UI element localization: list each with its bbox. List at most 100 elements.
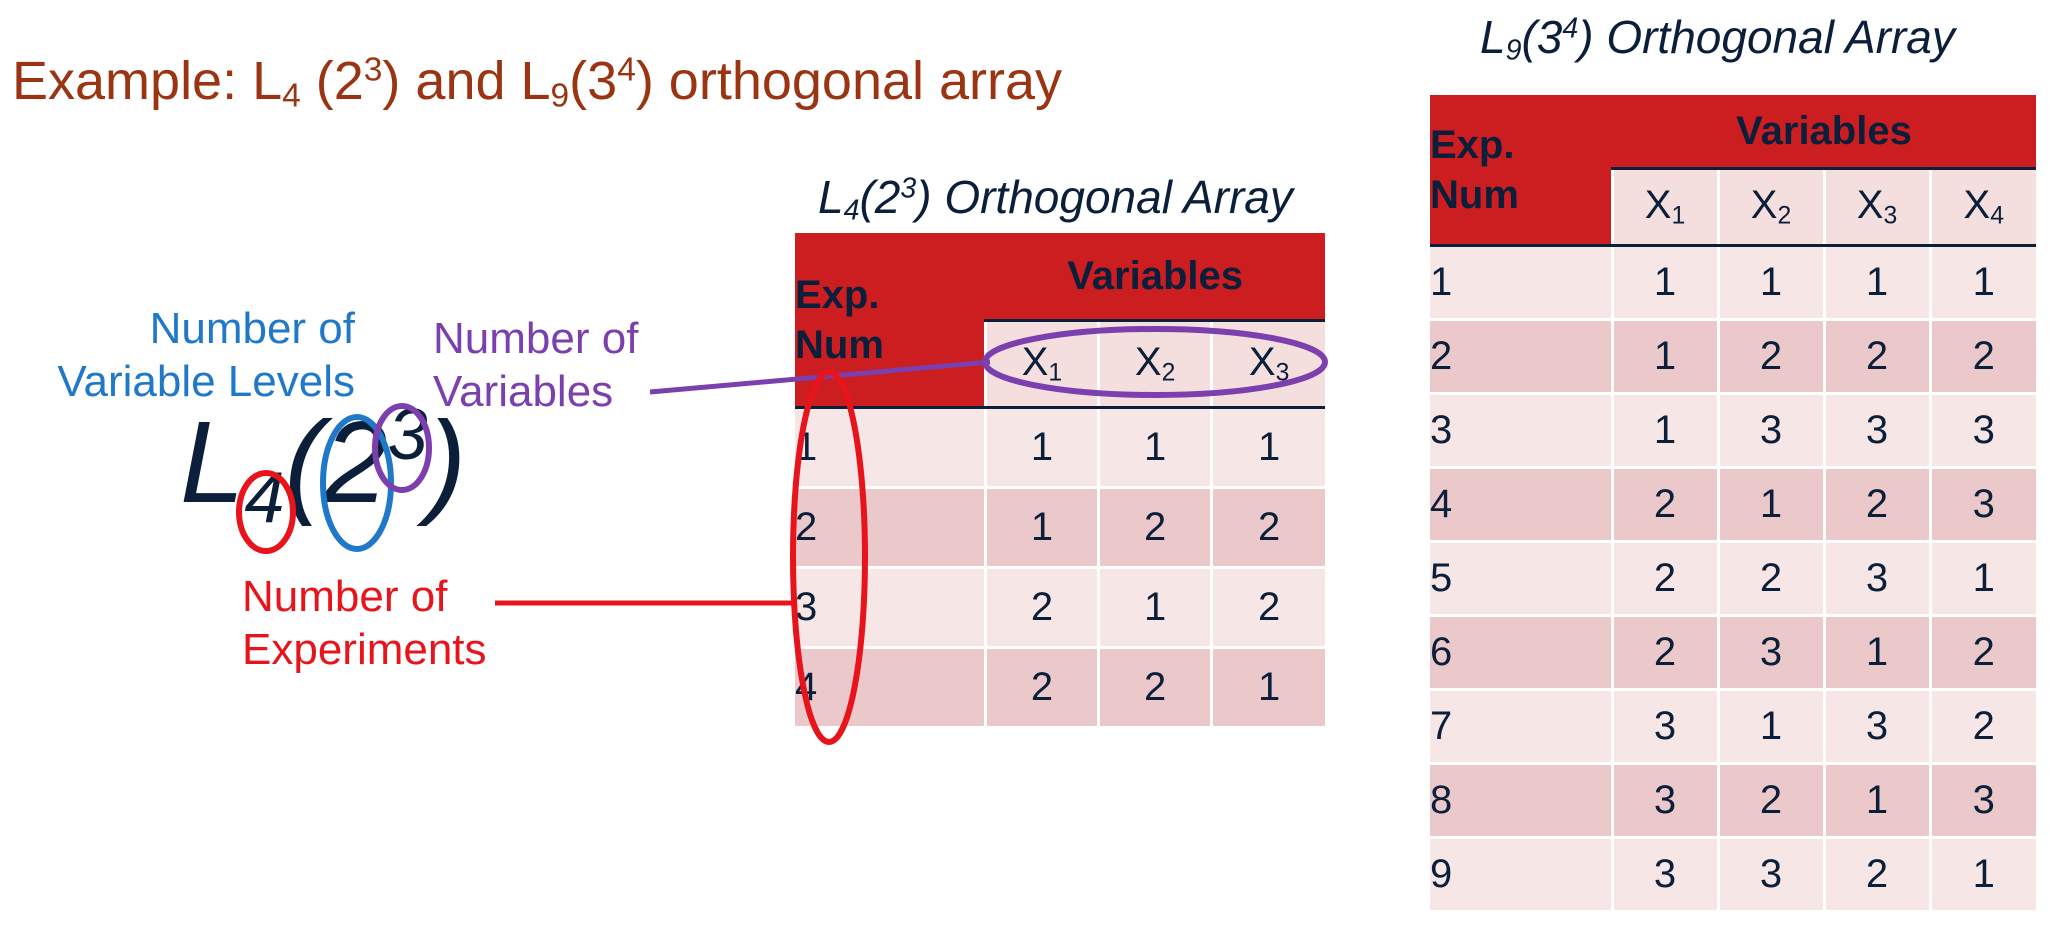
exp-num-cell: 4	[795, 646, 986, 726]
value-cell: 1	[1928, 836, 2036, 910]
annotation-line: Number of	[149, 304, 355, 353]
value-cell: 2	[1822, 836, 1930, 910]
column-header-x4: X4	[1928, 168, 2036, 247]
column-header-x2: X2	[1097, 320, 1212, 409]
value-cell: 1	[983, 406, 1099, 488]
annotation-line: Variable Levels	[57, 356, 355, 406]
value-cell: 3	[1716, 614, 1824, 690]
value-cell: 1	[1822, 762, 1930, 838]
value-cell: 3	[1716, 392, 1824, 468]
title-sub-4: 4	[282, 77, 301, 115]
column-header-x2: X2	[1716, 168, 1824, 247]
column-header-x3: X3	[1210, 320, 1325, 409]
caption-close: ) Orthogonal Array	[1578, 11, 1955, 63]
variables-annotation: Number of Variables	[433, 313, 638, 419]
caption-sub: 9	[1505, 34, 1522, 67]
exp-num-cell: 2	[1430, 318, 1612, 394]
table-row: 4 2 2 1	[795, 646, 1325, 726]
value-cell: 1	[1610, 392, 1718, 468]
value-cell: 3	[1928, 392, 2036, 468]
value-cell: 3	[1610, 688, 1718, 764]
exp-num-cell: 9	[1430, 836, 1612, 910]
exp-label: Exp.	[1430, 122, 1515, 167]
caption-letter: L	[818, 171, 844, 223]
value-cell: 1	[1822, 614, 1930, 690]
title-mid-2: ) and L	[382, 51, 551, 111]
value-cell: 3	[1928, 762, 2036, 838]
table-row: 1 1 1 1	[795, 406, 1325, 488]
table-row: 3 2 1 2	[795, 566, 1325, 648]
exp-num-cell: 2	[795, 486, 986, 568]
value-cell: 2	[1716, 762, 1824, 838]
slide-title: Example: L4 (23) and L9(34) orthogonal a…	[12, 50, 1062, 115]
value-cell: 1	[1610, 318, 1718, 394]
column-header-x3: X3	[1822, 168, 1930, 247]
orthogonal-array-notation: L4(23)	[180, 397, 467, 535]
value-cell: 1	[1822, 244, 1930, 320]
value-cell: 1	[983, 486, 1099, 568]
title-sub-9: 9	[550, 77, 570, 115]
value-cell: 3	[1928, 466, 2036, 542]
value-cell: 2	[1610, 614, 1718, 690]
title-mid-3: (3	[569, 51, 618, 111]
value-cell: 1	[1210, 406, 1325, 488]
notation-levels: (2	[284, 397, 388, 528]
exp-num-cell: 3	[1430, 392, 1612, 468]
num-label: Num	[795, 322, 884, 367]
num-label: Num	[1430, 172, 1519, 217]
value-cell: 2	[1610, 466, 1718, 542]
value-cell: 1	[1716, 244, 1824, 320]
value-cell: 3	[1822, 688, 1930, 764]
l4-table-caption: L4(23) Orthogonal Array	[818, 170, 1293, 227]
exp-num-cell: 5	[1430, 540, 1612, 616]
exp-num-cell: 6	[1430, 614, 1612, 690]
exp-num-cell: 1	[795, 406, 986, 488]
value-cell: 2	[1928, 614, 2036, 690]
value-cell: 2	[1097, 486, 1212, 568]
value-cell: 1	[1210, 646, 1325, 726]
value-cell: 1	[1097, 406, 1212, 488]
value-cell: 2	[1610, 540, 1718, 616]
variables-header: Variables	[985, 233, 1325, 322]
value-cell: 1	[1716, 688, 1824, 764]
value-cell: 3	[1822, 392, 1930, 468]
exp-num-cell: 8	[1430, 762, 1612, 838]
value-cell: 3	[1716, 836, 1824, 910]
value-cell: 2	[983, 566, 1099, 648]
exp-num-cell: 4	[1430, 466, 1612, 542]
exp-num-header: Exp. Num	[1430, 95, 1612, 247]
caption-open: (3	[1521, 11, 1563, 63]
table-row: 2 1 2 2	[795, 486, 1325, 568]
value-cell: 1	[1716, 466, 1824, 542]
notation-close: )	[427, 397, 467, 528]
title-sup-4: 4	[617, 51, 636, 89]
value-cell: 1	[1928, 540, 2036, 616]
annotation-line: Variables	[433, 366, 614, 416]
value-cell: 1	[1097, 566, 1212, 648]
annotation-line: Experiments	[242, 624, 487, 674]
value-cell: 2	[1097, 646, 1212, 726]
annotation-line: Number of	[242, 572, 448, 621]
exp-num-cell: 1	[1430, 244, 1612, 320]
experiments-annotation: Number of Experiments	[242, 571, 487, 677]
value-cell: 2	[1716, 318, 1824, 394]
exp-num-cell: 7	[1430, 688, 1612, 764]
value-cell: 2	[983, 646, 1099, 726]
title-prefix: Example: L	[12, 51, 283, 111]
value-cell: 1	[1928, 244, 2036, 320]
exp-label: Exp.	[795, 272, 880, 317]
value-cell: 2	[1822, 318, 1930, 394]
value-cell: 2	[1928, 688, 2036, 764]
title-mid-1: (2	[300, 51, 364, 111]
value-cell: 3	[1822, 540, 1930, 616]
